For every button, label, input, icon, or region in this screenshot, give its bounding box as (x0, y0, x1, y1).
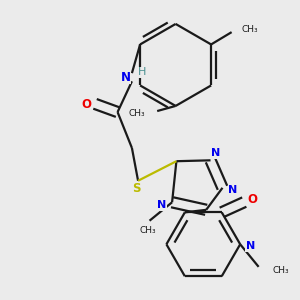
Text: S: S (132, 182, 140, 195)
Text: N: N (121, 71, 131, 84)
Text: N: N (246, 241, 255, 251)
Text: CH₃: CH₃ (139, 226, 156, 236)
Text: CH₃: CH₃ (242, 25, 259, 34)
Text: O: O (248, 193, 257, 206)
Text: CH₃: CH₃ (273, 266, 290, 275)
Text: N: N (211, 148, 220, 158)
Text: H: H (138, 67, 146, 77)
Text: O: O (82, 98, 92, 111)
Text: CH₃: CH₃ (128, 109, 145, 118)
Text: N: N (228, 185, 237, 195)
Text: N: N (157, 200, 167, 210)
